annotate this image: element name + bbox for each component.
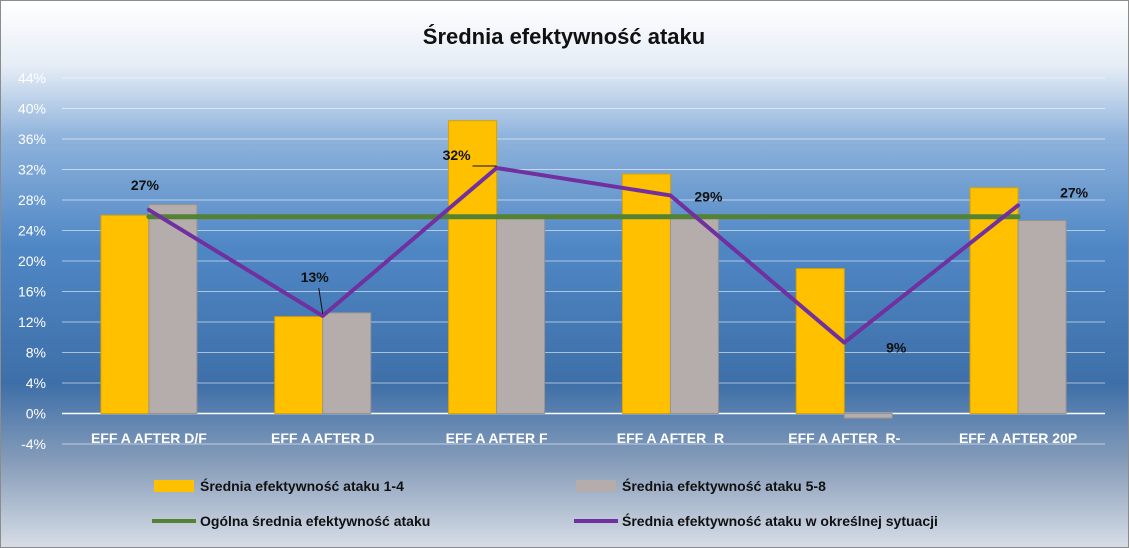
legend-label: Średnia efektywność ataku w określnej sy… bbox=[622, 512, 938, 529]
y-tick-label: 16% bbox=[18, 284, 46, 300]
legend-label: Średnia efektywność ataku 5-8 bbox=[622, 477, 826, 494]
legend-layer: Średnia efektywność ataku 1-4 Średnia efe… bbox=[152, 477, 938, 529]
legend-swatch bbox=[154, 480, 194, 492]
line-layer bbox=[146, 165, 1021, 345]
x-tick-label: EFF A AFTER R bbox=[617, 430, 724, 446]
y-tick-label: 28% bbox=[18, 192, 46, 208]
y-tick-label: 36% bbox=[18, 131, 46, 147]
bar-series-5-8 bbox=[322, 312, 372, 415]
legend-label: Ogólna średnia efektywność ataku bbox=[200, 513, 430, 529]
x-tick-label: EFF A AFTER F bbox=[446, 430, 548, 446]
bar-series-5-8 bbox=[496, 216, 546, 414]
y-tick-label: 4% bbox=[26, 375, 46, 391]
y-tick-label: 8% bbox=[26, 345, 46, 361]
y-tick-label: -4% bbox=[21, 436, 46, 452]
data-label: 13% bbox=[301, 269, 330, 285]
bar-series-1-4 bbox=[100, 214, 150, 414]
data-label: 27% bbox=[1060, 184, 1089, 200]
data-label: 32% bbox=[443, 147, 472, 163]
y-tick-label: 44% bbox=[18, 70, 46, 86]
legend-label: Średnia efektywność ataku 1-4 bbox=[200, 477, 404, 494]
y-tick-label: 20% bbox=[18, 253, 46, 269]
bar-series-5-8 bbox=[669, 216, 719, 414]
x-tick-label: EFF A AFTER D bbox=[271, 430, 374, 446]
label-layer: 27% 13% 32% 29% 9% 27% bbox=[131, 147, 1089, 356]
data-label: 27% bbox=[131, 177, 160, 193]
bar-series-1-4 bbox=[274, 316, 324, 415]
y-tick-label: 24% bbox=[18, 223, 46, 239]
bar-series-5-8 bbox=[1017, 220, 1067, 414]
data-label: 29% bbox=[694, 188, 723, 204]
data-label: 9% bbox=[886, 340, 907, 356]
y-tick-label: 12% bbox=[18, 314, 46, 330]
x-tick-label: EFF A AFTER R- bbox=[788, 430, 900, 446]
x-tick-label: EFF A AFTER 20P bbox=[959, 430, 1077, 446]
bar-series-1-4 bbox=[448, 120, 498, 414]
data-label-leader bbox=[318, 287, 324, 314]
legend-swatch bbox=[576, 480, 616, 492]
bar-series-1-4 bbox=[621, 173, 671, 414]
bar-series-5-8 bbox=[843, 413, 893, 419]
x-tick-label: EFF A AFTER D/F bbox=[91, 430, 207, 446]
bar-series-1-4 bbox=[969, 187, 1019, 414]
y-tick-label: 32% bbox=[18, 162, 46, 178]
bar-series-5-8 bbox=[148, 204, 198, 414]
bar-layer bbox=[100, 120, 1067, 419]
line-situation-average bbox=[146, 165, 1021, 345]
chart-title: Średnia efektywność ataku bbox=[423, 24, 705, 49]
bar-series-1-4 bbox=[795, 268, 845, 414]
y-tick-label: 40% bbox=[18, 101, 46, 117]
grid-layer: -4% 0% 4% 8% 12% 16% 20% 24% 28% 32% 36% 40% 44% EFF … bbox=[18, 70, 1105, 452]
y-tick-label: 0% bbox=[26, 406, 46, 422]
